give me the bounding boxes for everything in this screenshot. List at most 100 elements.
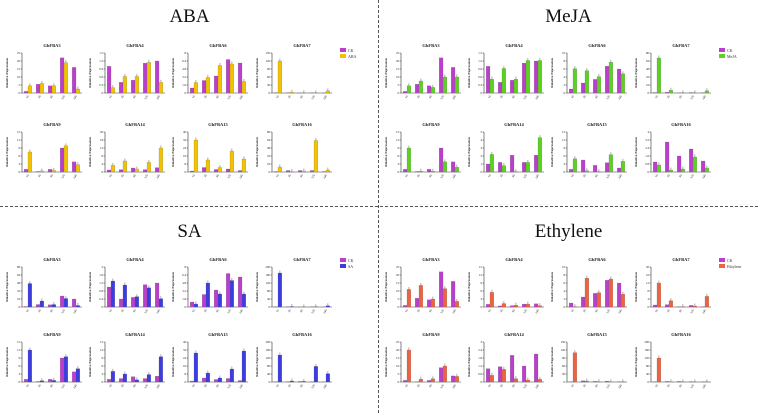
x-tick-label: 3h [416,383,421,388]
bar-sa [314,366,318,382]
x-tick-label: 12h [226,383,232,389]
y-tick-label: 80 [267,364,271,368]
bar-ck [403,169,407,172]
bar-ck [24,169,28,172]
x-tick-label: 1h [108,383,113,388]
y-tick-label: 2.4 [478,348,482,352]
y-tick-label: 25 [396,340,400,344]
bar-sa [147,375,151,382]
y-tick-label: 0 [398,380,400,384]
bar-ck [214,290,218,307]
bar-meja [609,155,613,172]
bar-ethylene [705,296,709,307]
x-tick-label: 6h [678,173,683,178]
y-tick-label: 120 [266,281,271,285]
x-tick-label: 6h [215,173,220,178]
y-tick-label: 1.6 [645,154,649,158]
bar-meja [669,90,673,93]
y-tick-label: 1.6 [99,273,103,277]
bar-aba [206,78,210,94]
y-tick-label: 48 [267,146,271,150]
y-axis-label: Relative Expression [88,347,92,377]
y-tick-label: 80 [17,265,21,269]
x-tick-label: 12h [226,173,232,179]
bar-meja [681,169,685,172]
x-tick-label: 6h [678,383,683,388]
bar-meja [669,170,673,172]
bar-ck [510,306,514,307]
y-tick-label: 5 [398,297,400,301]
bar-ck [427,300,431,307]
bar-ck [593,381,597,382]
bar-ck [534,61,538,93]
chart-title: GhFBA16 [671,122,691,127]
bar-ck [143,63,147,93]
bar-aba [52,86,56,93]
x-tick-label: 6h [215,94,220,99]
bar-ck [486,66,490,93]
x-tick-label: 6h [299,94,304,99]
bar-ck [534,354,538,382]
y-tick-label: 15 [17,130,21,134]
bar-ck [451,376,455,382]
y-tick-label: 4 [481,138,483,142]
x-tick-label: 6h [428,308,433,313]
y-tick-label: 0 [102,305,104,309]
x-tick-label: 24h [155,308,161,314]
y-tick-label: 10 [562,51,566,55]
x-tick-label: 24h [72,94,78,100]
x-tick-label: 12h [60,383,66,389]
bar-ck [226,60,230,94]
y-tick-label: 16 [646,83,650,87]
y-tick-label: 15 [562,130,566,134]
x-tick-label: 1h [570,308,575,313]
y-tick-label: 10 [562,265,566,269]
x-tick-label: 24h [701,94,707,100]
x-tick-label: 24h [451,383,457,389]
bar-ck [439,58,443,93]
x-tick-label: 24h [72,383,78,389]
x-tick-label: 6h [132,383,137,388]
bar-ck [322,172,326,173]
y-axis-label: Relative Expression [384,58,388,88]
bar-sa [123,285,127,307]
bar-sa [135,297,139,307]
bar-aba [159,148,163,172]
x-tick-label: 3h [287,173,292,178]
x-tick-label: 24h [451,308,457,314]
bar-ethylene [455,376,459,382]
y-tick-label: 15 [479,265,483,269]
bar-ck [119,82,123,93]
bar-ck [439,272,443,307]
bar-ethylene [431,299,435,307]
x-tick-label: 1h [275,383,280,388]
y-axis-label: Relative Expression [88,58,92,88]
y-tick-label: 6 [19,154,21,158]
x-tick-label: 12h [143,173,149,179]
x-tick-label: 6h [511,94,516,99]
bar-ck [190,381,194,382]
bar-sa [206,283,210,307]
y-axis-label: Relative Expression [550,272,554,302]
bar-ck [238,171,242,173]
x-tick-label: 3h [666,383,671,388]
y-tick-label: 20 [17,59,21,63]
y-tick-label: 160 [266,273,271,277]
y-tick-label: 12 [646,281,650,285]
bar-ck [427,86,431,93]
bar-ck [107,170,111,172]
y-tick-label: 9 [102,356,104,360]
bar-meja [621,74,625,93]
bar-ck [510,155,514,172]
x-tick-label: 12h [439,308,445,314]
x-tick-label: 24h [322,173,328,179]
y-tick-label: 0 [564,170,566,174]
